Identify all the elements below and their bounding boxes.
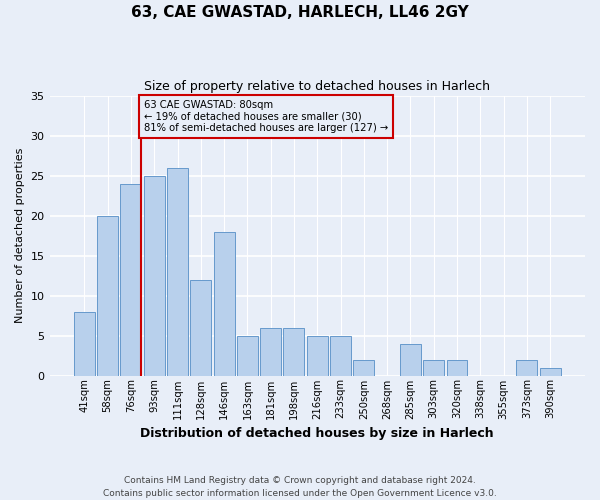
Bar [144, 176, 165, 376]
Bar [74, 312, 95, 376]
Bar [330, 336, 351, 376]
Title: Size of property relative to detached houses in Harlech: Size of property relative to detached ho… [144, 80, 490, 93]
Bar [260, 328, 281, 376]
Bar [167, 168, 188, 376]
Bar [446, 360, 467, 376]
Y-axis label: Number of detached properties: Number of detached properties [15, 148, 25, 323]
Bar [517, 360, 538, 376]
X-axis label: Distribution of detached houses by size in Harlech: Distribution of detached houses by size … [140, 427, 494, 440]
Text: 63 CAE GWASTAD: 80sqm
← 19% of detached houses are smaller (30)
81% of semi-deta: 63 CAE GWASTAD: 80sqm ← 19% of detached … [144, 100, 388, 133]
Text: 63, CAE GWASTAD, HARLECH, LL46 2GY: 63, CAE GWASTAD, HARLECH, LL46 2GY [131, 5, 469, 20]
Bar [190, 280, 211, 376]
Bar [400, 344, 421, 376]
Text: Contains HM Land Registry data © Crown copyright and database right 2024.
Contai: Contains HM Land Registry data © Crown c… [103, 476, 497, 498]
Bar [97, 216, 118, 376]
Bar [307, 336, 328, 376]
Bar [423, 360, 444, 376]
Bar [353, 360, 374, 376]
Bar [121, 184, 142, 376]
Bar [214, 232, 235, 376]
Bar [539, 368, 560, 376]
Bar [237, 336, 258, 376]
Bar [283, 328, 304, 376]
